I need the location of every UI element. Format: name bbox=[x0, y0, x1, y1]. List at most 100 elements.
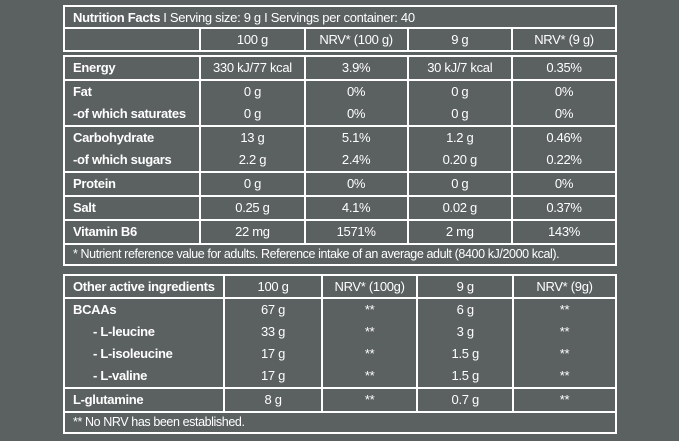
cell-value: 5.1% bbox=[341, 130, 371, 145]
cell-nrv-9g: ** bbox=[512, 389, 615, 411]
cell-value: 1571% bbox=[336, 224, 376, 239]
cell-nrv-100g: 3.9% bbox=[303, 57, 407, 79]
cell-value: 0% bbox=[554, 176, 574, 191]
cell-per-9g: 0.7 g bbox=[416, 389, 512, 411]
cell-value: 22 mg bbox=[235, 224, 270, 239]
cell-value: ** bbox=[364, 368, 375, 383]
cell-value: ** bbox=[364, 346, 375, 361]
row-label: BCAAs bbox=[73, 302, 117, 317]
cell-value: 1.2 g bbox=[446, 130, 474, 145]
cell-value: 143% bbox=[547, 224, 581, 239]
cell-nrv-9g: 0.46% 0.22% bbox=[511, 127, 615, 171]
no-nrv-footnote: ** No NRV has been established. bbox=[73, 415, 245, 429]
cell-value: 2.2 g bbox=[238, 152, 267, 167]
row-label-cell: Fat -of which saturates bbox=[65, 81, 199, 125]
cell-per-9g: 0 g 0 g bbox=[406, 81, 512, 125]
cell-value: 67 g bbox=[261, 302, 286, 317]
header-per-100g-text: 100 g bbox=[236, 32, 268, 47]
header-per-9g: 9 g bbox=[406, 29, 512, 50]
header-per-9g: 9 g bbox=[416, 276, 512, 297]
row-group-fat: Fat -of which saturates 0 g 0 g 0% 0% 0 … bbox=[63, 79, 617, 127]
cell-nrv-9g: 0.37% bbox=[511, 197, 615, 219]
cell-value: 330 kJ/77 kcal bbox=[212, 60, 292, 75]
cell-value: 0% bbox=[347, 84, 366, 99]
cell-per-100g: 67 g 33 g 17 g 17 g bbox=[223, 299, 320, 387]
row-label: Protein bbox=[73, 176, 116, 191]
cell-per-100g: 0 g bbox=[199, 173, 304, 195]
cell-value: ** bbox=[559, 368, 570, 383]
header-nrv-100g-text: NRV* (100 g) bbox=[319, 32, 393, 47]
row-salt: Salt 0.25 g 4.1% 0.02 g 0.37% bbox=[63, 195, 617, 221]
cell-nrv-100g: ** ** ** ** bbox=[320, 299, 417, 387]
nrv-footnote: * Nutrient reference value for adults. R… bbox=[73, 247, 560, 261]
row-label-cell: Carbohydrate -of which sugars bbox=[65, 127, 199, 171]
row-vitamin-b6: Vitamin B6 22 mg 1571% 2 mg 143% bbox=[63, 219, 617, 245]
cell-value: 6 g bbox=[456, 302, 474, 317]
header-nrv-100g: NRV* (100g) bbox=[320, 276, 417, 297]
row-label: - L-isoleucine bbox=[93, 346, 173, 361]
cell-nrv-9g: 0% bbox=[511, 173, 615, 195]
cell-per-100g: 8 g bbox=[223, 389, 320, 411]
header-per-100g: 100 g bbox=[199, 29, 304, 50]
cell-value: 0.20 g bbox=[442, 152, 478, 167]
header-blank-text bbox=[65, 29, 199, 50]
cell-value: 0 g bbox=[451, 106, 469, 121]
cell-nrv-100g: 4.1% bbox=[303, 197, 407, 219]
cell-value: 0 g bbox=[451, 84, 469, 99]
row-label-cell: L-glutamine bbox=[65, 389, 223, 411]
nrv-footnote-row: * Nutrient reference value for adults. R… bbox=[63, 243, 617, 266]
nutrition-facts-title-row: Nutrition Facts I Serving size: 9 g I Ser… bbox=[63, 5, 617, 29]
cell-nrv-100g: 0% bbox=[303, 173, 407, 195]
cell-per-9g: 30 kJ/7 kcal bbox=[406, 57, 512, 79]
row-label: -of which saturates bbox=[73, 106, 186, 121]
header-nrv-100g: NRV* (100 g) bbox=[303, 29, 407, 50]
row-label: Fat bbox=[73, 84, 92, 99]
cell-value: 3 g bbox=[456, 324, 474, 339]
cell-nrv-100g: 5.1% 2.4% bbox=[303, 127, 407, 171]
nutrition-facts-title: Nutrition Facts bbox=[73, 10, 161, 25]
cell-value: 17 g bbox=[261, 368, 286, 383]
row-label-cell: Energy bbox=[65, 57, 199, 79]
header-nrv-9g: NRV* (9g) bbox=[512, 276, 615, 297]
cell-per-9g: 2 mg bbox=[406, 221, 512, 243]
row-label: L-glutamine bbox=[73, 392, 144, 407]
cell-value: ** bbox=[364, 392, 375, 407]
cell-nrv-100g: ** bbox=[320, 389, 417, 411]
cell-value: 2.4% bbox=[341, 152, 371, 167]
cell-value: 33 g bbox=[261, 324, 286, 339]
cell-per-100g: 330 kJ/77 kcal bbox=[199, 57, 304, 79]
cell-value: 0 g bbox=[243, 176, 262, 191]
cell-per-9g: 6 g 3 g 1.5 g 1.5 g bbox=[416, 299, 512, 387]
cell-value: 0.25 g bbox=[235, 200, 270, 215]
cell-value: 30 kJ/7 kcal bbox=[427, 60, 493, 75]
no-nrv-footnote-row: ** No NRV has been established. bbox=[63, 411, 617, 434]
cell-nrv-9g: 143% bbox=[511, 221, 615, 243]
header-nrv-100g-text: NRV* (100g) bbox=[334, 279, 405, 294]
cell-value: 0 g bbox=[243, 106, 262, 121]
cell-value: 13 g bbox=[240, 130, 265, 145]
cell-per-100g: 22 mg bbox=[199, 221, 304, 243]
cell-nrv-100g: 1571% bbox=[303, 221, 407, 243]
cell-per-9g: 1.2 g 0.20 g bbox=[406, 127, 512, 171]
row-energy: Energy 330 kJ/77 kcal 3.9% 30 kJ/7 kcal … bbox=[63, 55, 617, 81]
cell-value: 0.35% bbox=[546, 60, 582, 75]
cell-value: 0% bbox=[554, 106, 574, 121]
row-label: -of which sugars bbox=[73, 152, 172, 167]
row-label: - L-leucine bbox=[93, 324, 155, 339]
other-ingredients-header-row: Other active ingredients 100 g NRV* (100… bbox=[63, 274, 617, 299]
cell-value: 8 g bbox=[264, 392, 282, 407]
header-blank-cell bbox=[65, 29, 199, 50]
row-label: Carbohydrate bbox=[73, 130, 154, 145]
header-per-9g-text: 9 g bbox=[456, 279, 474, 294]
row-label: Vitamin B6 bbox=[73, 224, 137, 239]
row-label-cell: Vitamin B6 bbox=[65, 221, 199, 243]
row-protein: Protein 0 g 0% 0 g 0% bbox=[63, 171, 617, 197]
other-ingredients-table: Other active ingredients 100 g NRV* (100… bbox=[63, 274, 617, 434]
cell-value: 0.46% bbox=[546, 130, 582, 145]
serving-info: I Serving size: 9 g I Servings per conta… bbox=[163, 10, 415, 25]
cell-nrv-100g: 0% 0% bbox=[303, 81, 407, 125]
header-nrv-9g-text: NRV* (9g) bbox=[536, 279, 593, 294]
cell-value: 1.5 g bbox=[451, 346, 480, 361]
cell-per-100g: 0 g 0 g bbox=[199, 81, 304, 125]
